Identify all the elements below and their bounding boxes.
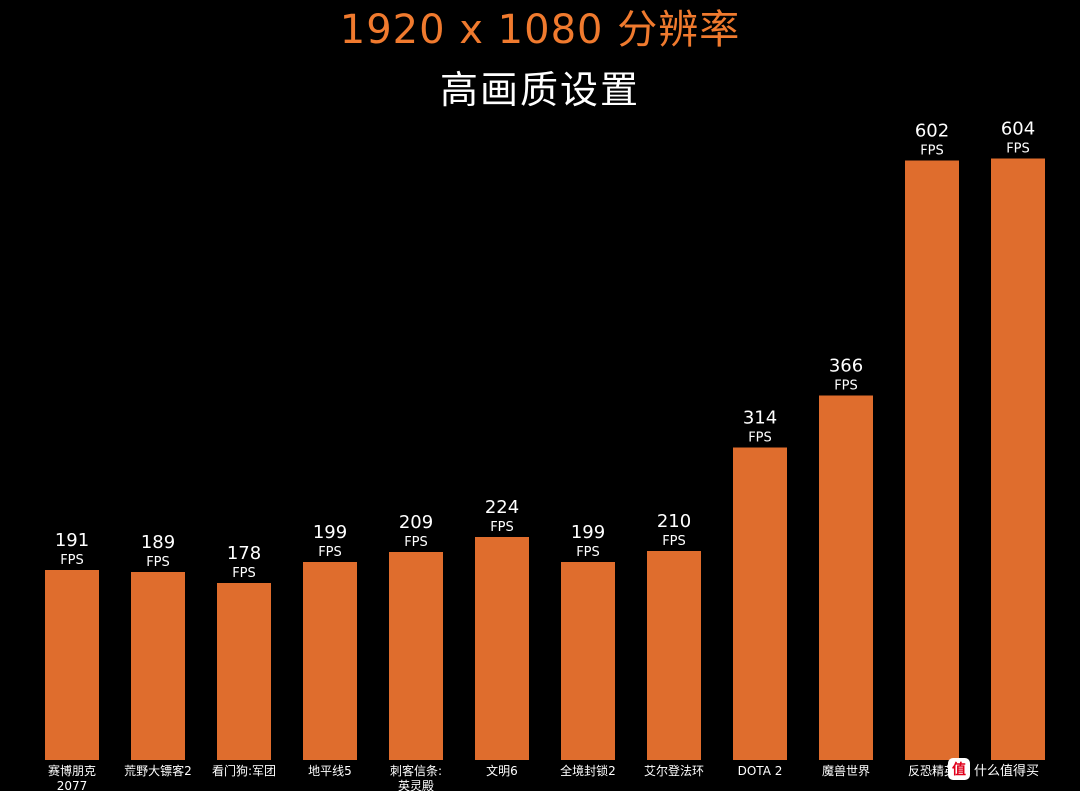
value-label: 178 — [227, 543, 261, 564]
category-label: 英灵殿 — [398, 779, 434, 791]
chart-title: 1920 x 1080 分辨率 — [339, 7, 741, 53]
category-label: 全境封锁2 — [560, 763, 616, 778]
category-label: 文明6 — [486, 763, 518, 778]
value-label: 314 — [743, 407, 777, 428]
value-label: 366 — [829, 356, 863, 377]
unit-label: FPS — [834, 379, 858, 394]
category-label: 2077 — [57, 779, 88, 791]
watermark: 值 什么值得买 — [948, 756, 1078, 782]
category-label: 看门狗:军团 — [212, 763, 276, 778]
bar — [561, 561, 615, 760]
unit-label: FPS — [232, 566, 256, 581]
value-label: 604 — [1001, 119, 1035, 140]
category-label: 赛博朋克 — [48, 763, 96, 778]
category-label: 地平线5 — [308, 764, 352, 778]
value-label: 224 — [485, 497, 519, 518]
watermark-text: 什么值得买 — [974, 763, 1040, 779]
value-label: 602 — [915, 121, 949, 142]
bar — [991, 158, 1045, 760]
category-label: 魔兽世界 — [822, 763, 870, 778]
bar — [905, 160, 959, 761]
bar — [303, 561, 357, 760]
value-label: 199 — [571, 522, 605, 543]
category-label: DOTA 2 — [738, 764, 783, 778]
value-label: 189 — [141, 532, 175, 553]
value-label: 191 — [55, 530, 89, 551]
unit-label: FPS — [146, 555, 170, 570]
bar — [389, 551, 443, 760]
bar — [45, 569, 99, 760]
watermark-logo-icon: 值 — [948, 758, 970, 780]
category-label: 刺客信条: — [390, 763, 442, 778]
unit-label: FPS — [576, 545, 600, 560]
value-label: 209 — [399, 512, 433, 533]
unit-label: FPS — [748, 430, 772, 445]
unit-label: FPS — [490, 520, 514, 535]
bar — [733, 447, 787, 760]
bar — [475, 537, 529, 760]
bar — [217, 582, 271, 760]
unit-label: FPS — [60, 553, 84, 568]
chart-subtitle: 高画质设置 — [439, 68, 640, 112]
unit-label: FPS — [920, 144, 944, 159]
unit-label: FPS — [404, 535, 428, 550]
category-label: 艾尔登法环 — [644, 763, 704, 778]
value-label: 210 — [657, 511, 691, 532]
value-label: 199 — [313, 522, 347, 543]
bar — [819, 395, 873, 760]
category-label: 反恐精英 — [908, 764, 956, 778]
bar — [647, 550, 701, 760]
category-label: 荒野大镖客2 — [124, 763, 192, 778]
unit-label: FPS — [1006, 142, 1030, 157]
unit-label: FPS — [662, 534, 686, 549]
bar — [131, 571, 185, 760]
unit-label: FPS — [318, 545, 342, 560]
